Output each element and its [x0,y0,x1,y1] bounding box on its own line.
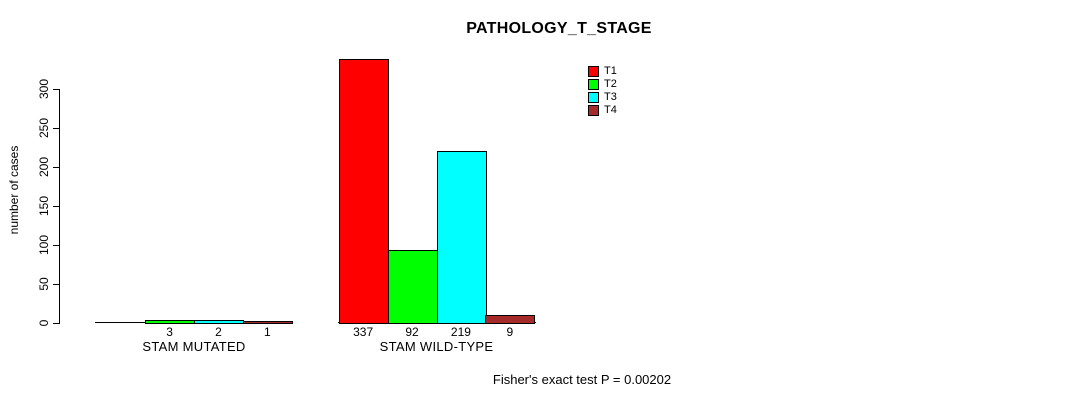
y-axis-tick [53,323,59,324]
y-axis-tick-label: 50 [37,277,51,291]
legend-label-t2: T2 [604,78,617,90]
y-axis-title: number of cases [7,145,21,235]
bar-value-t2-stam-mutated: 3 [166,325,173,339]
bar-t2-stam-wild-type [388,250,438,324]
x-axis-group-label-stam-wild-type: STAM WILD-TYPE [379,339,494,354]
legend-item-t1: T1 [588,65,617,78]
y-axis-tick-label: 100 [37,234,51,256]
bar-t3-stam-wild-type [437,151,487,324]
bar-t1-stam-wild-type [339,59,389,324]
legend-label-t3: T3 [604,91,617,103]
legend-label-t1: T1 [604,65,617,77]
y-axis-tick [53,167,59,168]
bar-value-t3-stam-wild-type: 219 [450,325,471,339]
bar-t4-stam-wild-type [485,315,535,324]
bar-t4-stam-mutated [243,321,293,324]
bar-value-t1-stam-wild-type: 337 [353,325,374,339]
y-axis-tick-label: 250 [37,117,51,139]
legend-swatch-t3 [588,92,599,103]
bar-value-t3-stam-mutated: 2 [215,325,222,339]
y-axis-tick [53,128,59,129]
y-axis-tick-label: 300 [37,78,51,100]
y-axis-tick-label: 150 [37,195,51,217]
y-axis-line [59,89,60,324]
y-axis-tick [53,284,59,285]
chart-title: PATHOLOGY_T_STAGE [466,20,652,37]
y-axis-tick-label: 0 [37,319,51,327]
y-axis-tick [53,206,59,207]
y-axis-tick [53,89,59,90]
bar-value-t4-stam-wild-type: 9 [506,325,514,339]
legend-item-t3: T3 [588,91,617,104]
x-axis-group-label-stam-mutated: STAM MUTATED [142,339,246,354]
legend-swatch-t1 [588,66,599,77]
legend-label-t4: T4 [604,104,617,116]
y-axis-tick [53,245,59,246]
legend-item-t4: T4 [588,104,617,117]
bar-t2-stam-mutated [145,320,195,324]
legend-item-t2: T2 [588,78,617,91]
legend: T1 T2 T3 T4 [588,65,617,117]
bar-value-t2-stam-wild-type: 92 [405,325,419,339]
y-axis-tick-label: 200 [37,156,51,178]
fisher-test-annotation: Fisher's exact test P = 0.00202 [492,372,672,387]
bar-value-t4-stam-mutated: 1 [264,325,271,339]
legend-swatch-t4 [588,105,599,116]
legend-swatch-t2 [588,79,599,90]
bar-t3-stam-mutated [194,320,244,324]
